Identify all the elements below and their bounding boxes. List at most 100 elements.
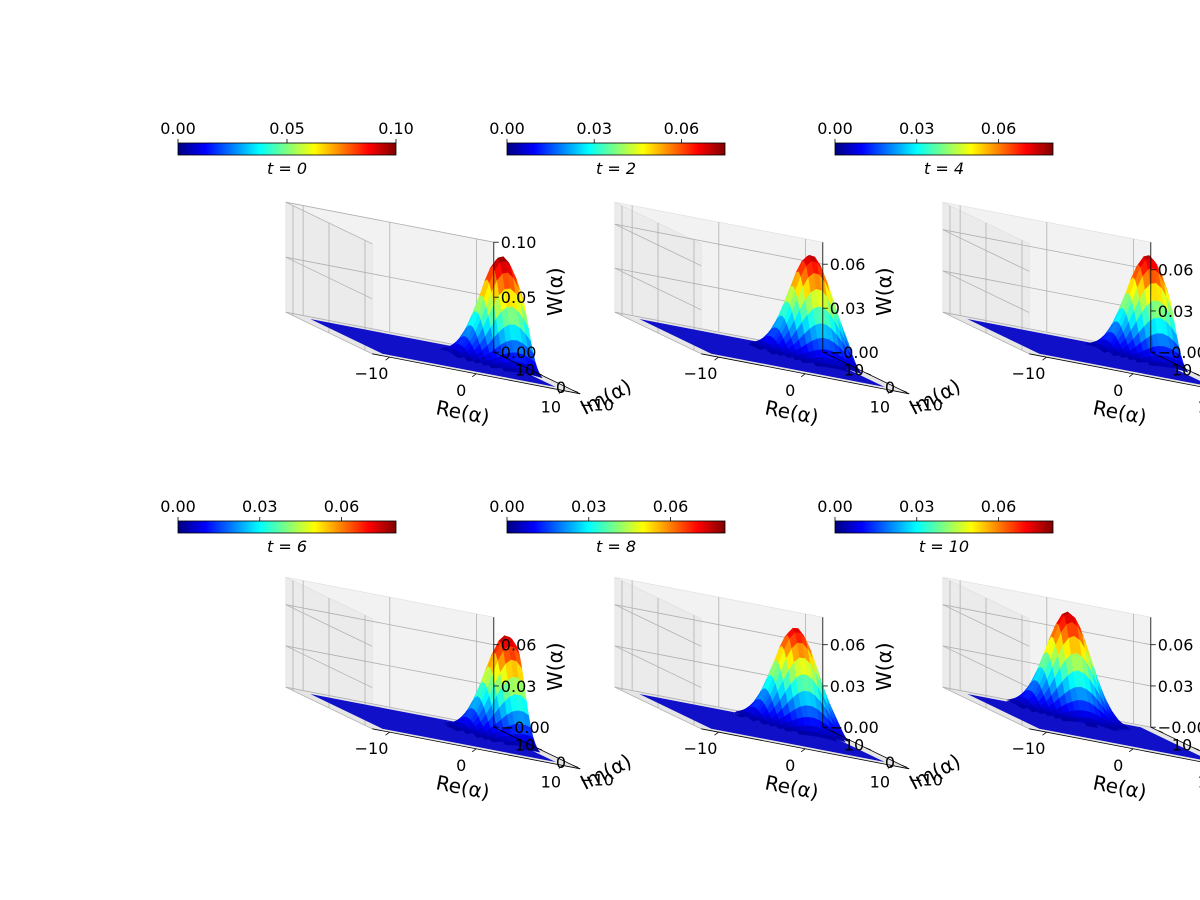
- z-tick-label: −0.00: [501, 718, 550, 737]
- colorbar-gradient: [506, 520, 726, 534]
- y-tick-label: 10: [1172, 361, 1192, 380]
- gridlines: [285, 580, 494, 730]
- colorbar: 0.00 0.03 0.06 t = 6: [160, 497, 397, 556]
- x-tick-label: 0: [785, 381, 795, 400]
- panel-t8: 0.00 0.03 0.06t = 8−0.000.030.06 W(α)−10010…: [489, 497, 964, 804]
- x-tick-label: −10: [684, 364, 718, 383]
- y-tick-label: 10: [844, 736, 864, 755]
- z-axis: −0.000.030.06W(α): [822, 242, 896, 362]
- y-tick-label: 10: [515, 736, 535, 755]
- y-tick-label: 0: [556, 378, 566, 397]
- y-tick-label: 0: [556, 753, 566, 772]
- colorbar-tick-label: 0.00: [817, 119, 853, 138]
- x-tick-label: 10: [541, 772, 561, 791]
- z-axis-label: W(α): [543, 642, 567, 691]
- z-tick-label: 0.03: [501, 677, 537, 696]
- z-tick-label: 0.06: [830, 636, 866, 655]
- z-tick-label: 0.10: [501, 233, 537, 252]
- time-label: t = 0: [267, 159, 307, 178]
- colorbar-tick-label: 0.06: [324, 497, 360, 516]
- wigner-surface: [310, 256, 556, 387]
- colorbar-gradient: [834, 142, 1054, 156]
- colorbar-gradient: [177, 520, 397, 534]
- z-tick-label: 0.06: [501, 636, 537, 655]
- colorbar: 0.00 0.03 0.06 t = 8: [489, 497, 726, 556]
- panel-t10: 0.000.030.06t = 10−0.000.030.06W(α)−1001…: [817, 497, 1200, 804]
- time-label: t = 2: [596, 159, 636, 178]
- z-tick-label: 0.06: [1158, 261, 1194, 280]
- colorbar-tick-label: 0.03: [242, 497, 278, 516]
- surface-floor: [310, 694, 556, 762]
- colorbar-tick-label: 0.00: [160, 497, 196, 516]
- colorbar-tick-label: 0.00: [817, 497, 853, 516]
- gridlines: [285, 201, 494, 355]
- colorbar-tick-label: 0.10: [378, 119, 414, 138]
- colorbar-tick-label: 0.05: [269, 119, 305, 138]
- x-axis-label: Re(α): [763, 395, 821, 429]
- y-tick-label: −10: [580, 770, 614, 789]
- colorbar-tick-label: 0.00: [160, 119, 196, 138]
- z-axis: −0.000.030.06W(α): [1150, 617, 1200, 737]
- y-tick-label: 10: [1172, 736, 1192, 755]
- x-axis-label: Re(α): [434, 395, 492, 429]
- x-tick-label: 10: [1198, 397, 1200, 416]
- y-tick-label: −10: [580, 395, 614, 414]
- surface-floor: [967, 694, 1200, 760]
- x-tick-label: 10: [1198, 772, 1200, 791]
- y-tick-label: 10: [515, 361, 535, 380]
- z-axis: −0.00 0.03 0.06 W(α): [493, 617, 567, 737]
- wigner-surface: [639, 254, 885, 387]
- colorbar-tick-label: 0.03: [571, 497, 607, 516]
- time-label: t = 8: [596, 537, 636, 556]
- x-tick-label: 10: [870, 772, 890, 791]
- x-tick-label: 0: [1113, 756, 1123, 775]
- colorbar-gradient: [506, 142, 726, 156]
- x-tick-label: −10: [1012, 739, 1046, 758]
- z-tick-label: 0.06: [1158, 636, 1194, 655]
- wigner-surface: [310, 635, 556, 762]
- colorbar-tick-label: 0.06: [664, 119, 700, 138]
- x-tick-label: 0: [456, 381, 466, 400]
- colorbar: 0.00 0.05 0.10 t = 0: [160, 119, 414, 178]
- panel-t6: 0.00 0.03 0.06t = 6−0.000.030.06 W(α)−10010…: [160, 497, 635, 804]
- colorbar-tick-label: 0.06: [653, 497, 689, 516]
- x-axis-label: Re(α): [434, 770, 492, 804]
- colorbar-tick-label: 0.00: [489, 119, 525, 138]
- colorbar: 0.00 0.03 0.06 t = 4: [817, 119, 1054, 178]
- z-tick-label: 0.03: [830, 677, 866, 696]
- panel-t2: 0.00 0.03 0.06t = 2−0.000.030.06W(α)−10010…: [489, 119, 964, 429]
- z-tick-label: 0.05: [501, 288, 537, 307]
- panel-t0: 0.00 0.05 0.10t = 00.000.050.10W(α)−10010R…: [160, 119, 635, 429]
- z-axis-label: W(α): [872, 642, 896, 691]
- z-tick-label: 0.03: [1158, 302, 1194, 321]
- time-label: t = 4: [924, 159, 964, 178]
- z-axis: −0.000.030.06W(α): [1150, 242, 1200, 362]
- x-tick-label: 0: [1113, 381, 1123, 400]
- x-axis-label: Re(α): [763, 770, 821, 804]
- surface-floor: [639, 694, 885, 762]
- time-label: t = 10: [919, 537, 969, 556]
- z-tick-label: 0.00: [501, 343, 537, 362]
- z-tick-label: 0.06: [830, 255, 866, 274]
- colorbar-tick-label: 0.03: [899, 119, 935, 138]
- x-axis-label: Re(α): [1091, 395, 1149, 429]
- surface-floor: [639, 319, 885, 387]
- z-tick-label: −0.00: [1158, 718, 1200, 737]
- surface-floor: [310, 319, 556, 387]
- x-tick-label: 10: [870, 397, 890, 416]
- y-tick-label: 0: [885, 753, 895, 772]
- y-tick-label: −10: [909, 395, 943, 414]
- x-tick-label: −10: [355, 739, 389, 758]
